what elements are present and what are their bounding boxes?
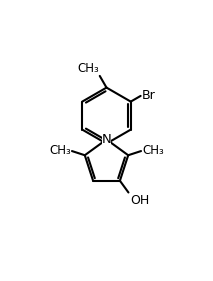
Text: CH₃: CH₃ xyxy=(49,144,71,157)
Text: Br: Br xyxy=(142,89,155,102)
Text: OH: OH xyxy=(130,194,149,207)
Text: N: N xyxy=(102,133,111,146)
Text: CH₃: CH₃ xyxy=(142,144,164,157)
Text: CH₃: CH₃ xyxy=(77,62,99,75)
